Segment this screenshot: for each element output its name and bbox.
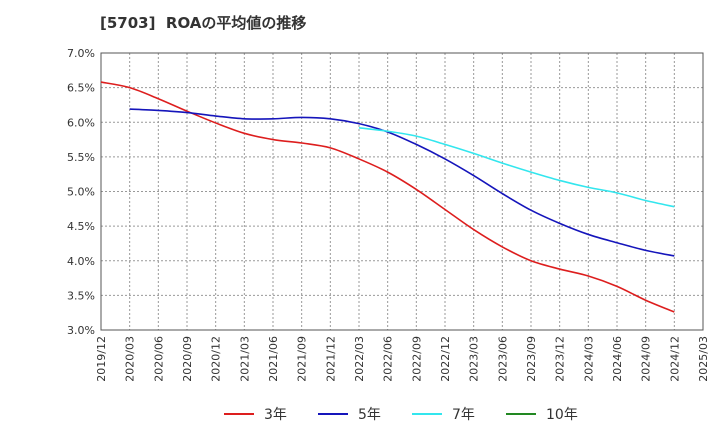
axis-layer [100, 52, 704, 331]
x-tick-label: 2024/09 [640, 336, 653, 382]
plot-frame [100, 52, 704, 331]
y-tick-label: 5.0% [67, 186, 95, 199]
y-tick-label: 5.5% [67, 151, 95, 164]
x-tick-labels: 2019/12 2020/03 2020/06 2020/09 2020/12 2021/… [95, 336, 710, 382]
x-tick-label: 2024/03 [582, 336, 595, 382]
x-tick-label: 2023/12 [554, 336, 567, 382]
x-tick-label: 2023/06 [496, 336, 509, 382]
x-tick-label: 2020/03 [124, 336, 137, 382]
series-line-2 [358, 126, 675, 208]
y-tick-label: 3.0% [67, 324, 95, 337]
y-tick-label: 4.5% [67, 220, 95, 233]
series-layer [100, 81, 675, 313]
chart-title: [5703] ROAの平均値の推移 [100, 14, 307, 32]
legend: 3年 5年 7年 10年 [224, 407, 578, 423]
y-tick-label: 6.0% [67, 116, 95, 129]
x-tick-label: 2024/06 [611, 336, 624, 382]
y-tick-label: 6.5% [67, 82, 95, 95]
x-tick-label: 2022/09 [410, 336, 423, 382]
legend-label-0: 3年 [264, 407, 287, 423]
x-tick-label: 2023/09 [525, 336, 538, 382]
x-tick-label: 2022/06 [382, 336, 395, 382]
x-tick-label: 2019/12 [95, 336, 108, 382]
legend-label-2: 7年 [452, 407, 475, 423]
x-tick-label: 2023/03 [468, 336, 481, 382]
x-tick-label: 2024/12 [668, 336, 681, 382]
series-line-0 [100, 81, 675, 313]
x-tick-label: 2022/03 [353, 336, 366, 382]
series-line-1 [129, 108, 675, 257]
x-tick-label: 2022/12 [439, 336, 452, 382]
x-tick-label: 2020/06 [152, 336, 165, 382]
x-tick-label: 2025/03 [697, 336, 710, 382]
x-tick-label: 2020/12 [210, 336, 223, 382]
x-tick-label: 2021/06 [267, 336, 280, 382]
y-tick-labels: 3.0% 3.5% 4.0% 4.5% 5.0% 5.5% 6.0% 6.5% 7.0% [67, 47, 95, 337]
x-tick-label: 2020/09 [181, 336, 194, 382]
y-tick-label: 4.0% [67, 255, 95, 268]
legend-label-3: 10年 [546, 407, 578, 423]
y-tick-label: 3.5% [67, 289, 95, 302]
x-tick-label: 2021/03 [238, 336, 251, 382]
legend-label-1: 5年 [358, 407, 381, 423]
x-tick-label: 2021/12 [324, 336, 337, 382]
y-tick-label: 7.0% [67, 47, 95, 60]
x-tick-label: 2021/09 [296, 336, 309, 382]
